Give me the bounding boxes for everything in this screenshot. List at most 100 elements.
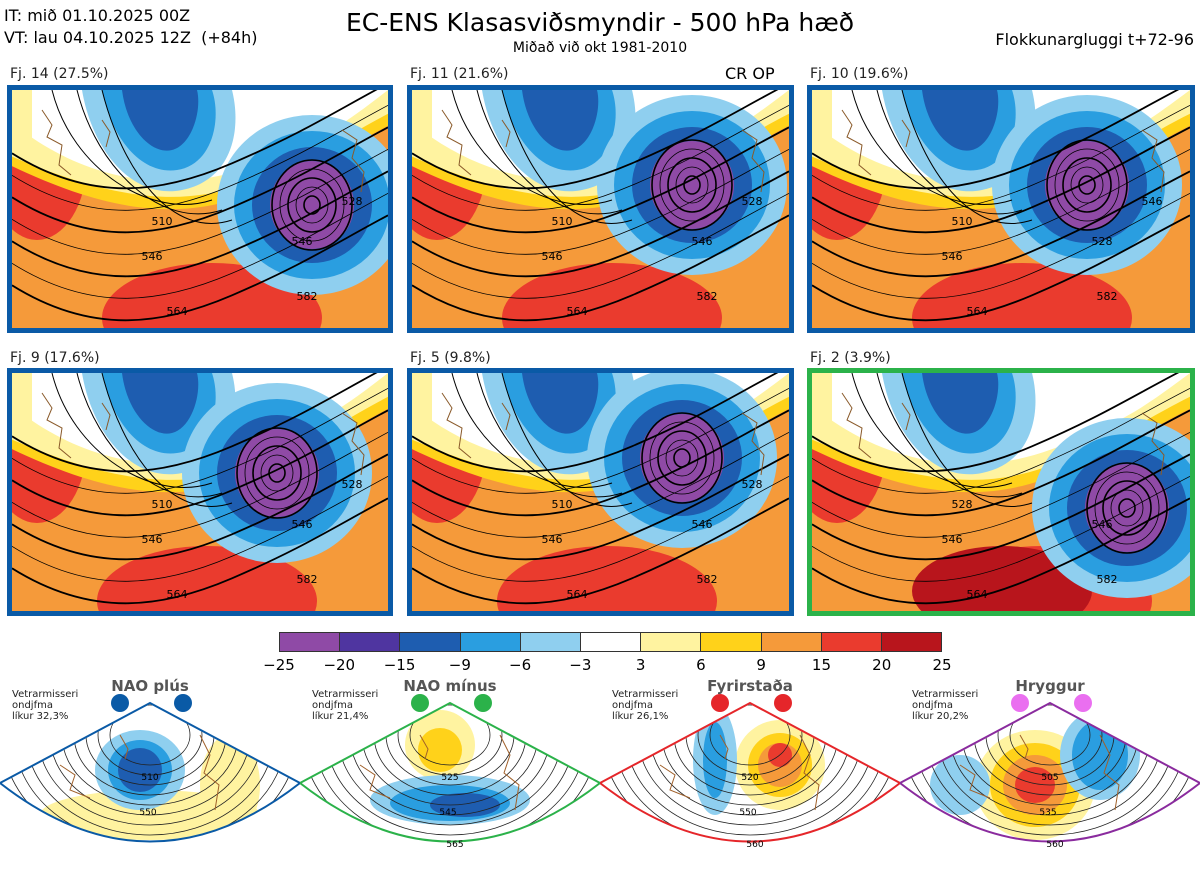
anomaly-colorbar <box>279 632 942 652</box>
regime-contour-label: 505 <box>1041 773 1058 783</box>
map-canvas: 510 546 564 582 546 528 <box>12 373 388 611</box>
colorbar-swatch <box>520 633 581 651</box>
page-subtitle: Miðað við okt 1981-2010 <box>512 40 688 56</box>
regime-map: 525 545 565 <box>300 694 600 850</box>
contour-label: 564 <box>967 588 988 601</box>
panel-label-3: Fj. 10 (19.6%) <box>810 66 909 82</box>
contour-label: 510 <box>152 215 173 228</box>
contour-label: 528 <box>342 195 363 208</box>
colorbar-tick: 3 <box>635 656 646 674</box>
regime-contour-label: 510 <box>141 773 158 783</box>
regime-contour-label: 525 <box>441 773 458 783</box>
contour-label: 528 <box>742 478 763 491</box>
panel-label-2: Fj. 11 (21.6%) <box>410 66 509 82</box>
contour-label: 546 <box>142 250 163 263</box>
regime-info: Vetrarmisseri ondjfma líkur 21,4% <box>312 689 379 722</box>
cluster-window: Flokkunargluggi t+72-96 <box>995 30 1194 49</box>
regime-nao-plus: NAO plús Vetrarmisseri ondjfma líkur 32,… <box>0 675 300 871</box>
contour-label: 582 <box>1097 573 1118 586</box>
regime-marker-dot <box>774 694 792 712</box>
contour-label: 528 <box>342 478 363 491</box>
contour-label: 582 <box>697 573 718 586</box>
regime-marker-dot <box>474 694 492 712</box>
contour-label: 546 <box>942 533 963 546</box>
colorbar-swatch <box>641 633 702 651</box>
contour-label: 582 <box>297 573 318 586</box>
regime-marker-dot <box>711 694 729 712</box>
regime-map: 510 550 <box>0 694 300 843</box>
colorbar-swatch <box>460 633 521 651</box>
regime-contour-label: 560 <box>746 840 763 850</box>
contour-label: 510 <box>552 498 573 511</box>
regime-contour-label: 535 <box>1039 808 1056 818</box>
contour-label: 510 <box>952 215 973 228</box>
regime-name: Fyrirstaða <box>707 677 793 695</box>
contour-label: 546 <box>1142 195 1163 208</box>
regime-contour-label: 550 <box>739 808 756 818</box>
colorbar-swatch <box>881 633 942 651</box>
valid-time: VT: lau 04.10.2025 12Z (+84h) <box>4 28 258 47</box>
colorbar-tick: 9 <box>756 656 766 674</box>
contour-label: 528 <box>742 195 763 208</box>
colorbar-swatch <box>580 633 642 651</box>
regime-contour-label: 550 <box>139 808 156 818</box>
colorbar-tick: −3 <box>569 656 592 674</box>
colorbar-tick: −20 <box>323 656 356 674</box>
cluster-map-1[interactable]: 510 546 564 582 546 528 <box>7 85 393 333</box>
contour-label: 564 <box>167 305 188 318</box>
contour-label: 564 <box>167 588 188 601</box>
contour-label: 546 <box>292 518 313 531</box>
contour-label: 546 <box>542 533 563 546</box>
contour-label: 546 <box>542 250 563 263</box>
regime-contour-label: 545 <box>439 808 456 818</box>
regime-info: Vetrarmisseri ondjfma líkur 32,3% <box>12 689 79 722</box>
regime-blocking: Fyrirstaða Vetrarmisseri ondjfma líkur 2… <box>600 675 900 871</box>
contour-label: 528 <box>952 498 973 511</box>
regime-marker-dot <box>1074 694 1092 712</box>
contour-label: 510 <box>152 498 173 511</box>
cluster-map-4[interactable]: 510 546 564 582 546 528 <box>7 368 393 616</box>
regime-contour-label: 565 <box>446 840 463 850</box>
map-canvas: 510 546 564 582 546 528 <box>412 373 789 611</box>
regime-info: Vetrarmisseri ondjfma líkur 20,2% <box>912 689 979 722</box>
regime-ridge: Hryggur Vetrarmisseri ondjfma líkur 20,2… <box>900 675 1200 871</box>
colorbar-swatch <box>340 633 401 651</box>
cluster-map-2[interactable]: 510 546 564 582 546 528 <box>407 85 794 333</box>
contour-label: 582 <box>697 290 718 303</box>
regime-map: 505 535 560 <box>900 694 1200 850</box>
contour-label: 582 <box>1097 290 1118 303</box>
regime-marker-dot <box>111 694 129 712</box>
regime-name: NAO mínus <box>403 677 497 695</box>
colorbar-tick: −9 <box>448 656 471 674</box>
panel-label-4: Fj. 9 (17.6%) <box>10 350 100 366</box>
regime-contour-label: 520 <box>741 773 758 783</box>
issue-time: IT: mið 01.10.2025 00Z <box>4 6 191 25</box>
colorbar-swatch <box>821 633 882 651</box>
colorbar-tick: 20 <box>872 656 892 674</box>
map-canvas: 510 546 564 582 546 528 <box>412 90 789 328</box>
cluster-map-3[interactable]: 510 546 564 582 528 546 <box>807 85 1195 333</box>
contour-label: 546 <box>942 250 963 263</box>
panel-label-6: Fj. 2 (3.9%) <box>810 350 891 366</box>
contour-label: 528 <box>1092 235 1113 248</box>
regime-marker-dot <box>1011 694 1029 712</box>
contour-label: 510 <box>552 215 573 228</box>
map-canvas: 510 546 564 582 528 546 <box>812 90 1190 328</box>
regime-contour-label: 560 <box>1046 840 1063 850</box>
regime-nao-minus: NAO mínus Vetrarmisseri ondjfma líkur 21… <box>300 675 600 871</box>
colorbar-tick: −15 <box>383 656 416 674</box>
panel-label-5: Fj. 5 (9.8%) <box>410 350 491 366</box>
colorbar-swatch <box>701 633 762 651</box>
colorbar-swatch <box>280 633 341 651</box>
regime-name: NAO plús <box>111 677 189 695</box>
map-canvas: 510 546 564 582 546 528 <box>12 90 388 328</box>
contour-label: 564 <box>967 305 988 318</box>
colorbar-tick: −6 <box>509 656 532 674</box>
cluster-map-6[interactable]: 528 546 564 582 546 <box>807 368 1195 616</box>
contour-label: 546 <box>692 518 713 531</box>
contour-label: 546 <box>692 235 713 248</box>
colorbar-tick: 15 <box>811 656 831 674</box>
cluster-map-5[interactable]: 510 546 564 582 546 528 <box>407 368 794 616</box>
colorbar-tick: −25 <box>263 656 295 674</box>
contour-label: 546 <box>1092 518 1113 531</box>
